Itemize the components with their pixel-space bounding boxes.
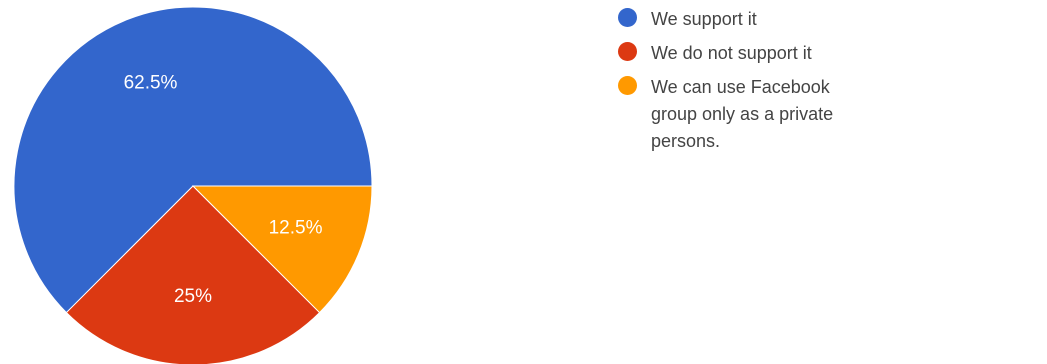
legend-item-support[interactable]: We support it xyxy=(618,6,1038,33)
legend: We support it We do not support it We ca… xyxy=(618,6,1038,162)
legend-item-facebook-group[interactable]: We can use Facebook group only as a priv… xyxy=(618,74,1038,155)
slice-support[interactable] xyxy=(13,6,373,314)
pie-chart: 62.5% 25% 12.5% xyxy=(13,6,373,364)
slice-facebook-group[interactable] xyxy=(191,185,373,314)
pie-slices xyxy=(13,6,373,364)
slice-percent-label: 62.5% xyxy=(124,72,178,93)
pie-labels: 62.5% 25% 12.5% xyxy=(124,72,323,307)
legend-label: We support it xyxy=(651,9,757,29)
legend-item-not-support[interactable]: We do not support it xyxy=(618,40,1038,67)
slice-percent-label: 25% xyxy=(174,286,212,307)
legend-marker-icon xyxy=(618,42,637,61)
slice-not-support[interactable] xyxy=(65,185,321,364)
legend-marker-icon xyxy=(618,76,637,95)
legend-marker-icon xyxy=(618,8,637,27)
legend-label: We do not support it xyxy=(651,43,812,63)
legend-label: We can use Facebook group only as a priv… xyxy=(651,77,834,151)
slice-percent-label: 12.5% xyxy=(269,217,323,238)
